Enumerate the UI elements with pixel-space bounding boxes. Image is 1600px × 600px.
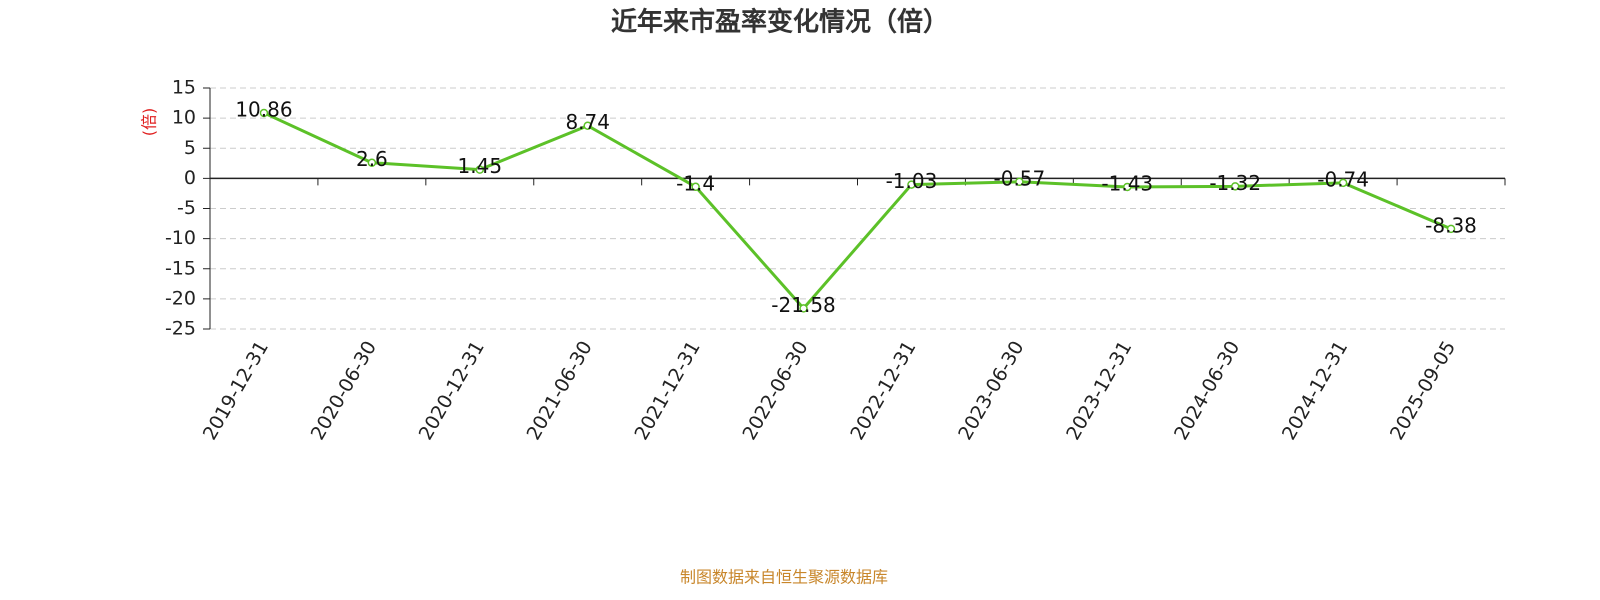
- point-marker: [1230, 182, 1240, 191]
- point-marker: [691, 182, 700, 192]
- point-marker: [907, 180, 916, 189]
- point-marker: [1446, 224, 1456, 234]
- value-label: -1.43: [1101, 171, 1153, 195]
- line-series: [263, 111, 1452, 311]
- y-tick-label: -10: [165, 227, 196, 249]
- y-tick-label: 0: [184, 167, 196, 189]
- point-marker: [799, 304, 808, 313]
- value-label: -1.4: [676, 171, 715, 195]
- value-label: 10.86: [235, 97, 292, 121]
- point-marker: [367, 158, 377, 167]
- x-tick-label: 2020-12-31: [415, 337, 489, 444]
- value-label: -1.32: [1209, 171, 1261, 195]
- point-marker: [1338, 178, 1348, 188]
- point-marker: [1123, 182, 1132, 192]
- y-tick-label: 10: [172, 107, 196, 129]
- value-label: -1.03: [886, 169, 938, 193]
- value-label: 2.6: [356, 147, 388, 171]
- y-tick-label: -20: [165, 287, 196, 309]
- point-marker: [1015, 177, 1024, 187]
- chart-title: 近年来市盈率变化情况（倍）: [611, 7, 949, 38]
- x-tick-label: 2023-06-30: [954, 337, 1028, 444]
- value-label: -8.38: [1425, 213, 1477, 237]
- y-tick-label: -25: [165, 318, 196, 340]
- x-tick-label: 2024-12-31: [1278, 337, 1352, 444]
- x-tick-label: 2020-06-30: [307, 337, 381, 444]
- point-marker: [475, 165, 485, 174]
- point-marker: [583, 121, 592, 130]
- y-tick-label: -15: [165, 257, 196, 279]
- y-tick-label: 15: [172, 77, 196, 99]
- x-tick-label: 2022-12-31: [846, 337, 920, 444]
- value-label: 8.74: [565, 110, 610, 134]
- value-label: 1.45: [458, 154, 503, 178]
- y-tick-label: 5: [184, 137, 196, 159]
- y-axis-label: (倍): [140, 108, 159, 137]
- x-tick-label: 2019-12-31: [199, 337, 273, 444]
- x-tick-label: 2023-12-31: [1062, 337, 1136, 444]
- x-tick-label: 2022-06-30: [738, 337, 812, 444]
- x-tick-label: 2021-06-30: [523, 337, 597, 444]
- x-tick-label: 2025-09-05: [1386, 337, 1460, 444]
- x-tick-label: 2024-06-30: [1170, 337, 1244, 444]
- point-marker: [259, 108, 269, 118]
- y-tick-label: -5: [177, 197, 196, 219]
- x-tick-label: 2021-12-31: [630, 337, 704, 444]
- value-label: -0.74: [1317, 167, 1369, 191]
- source-note: 制图数据来自恒生聚源数据库: [680, 568, 888, 587]
- value-label: -21.58: [771, 293, 835, 317]
- value-label: -0.57: [994, 166, 1046, 190]
